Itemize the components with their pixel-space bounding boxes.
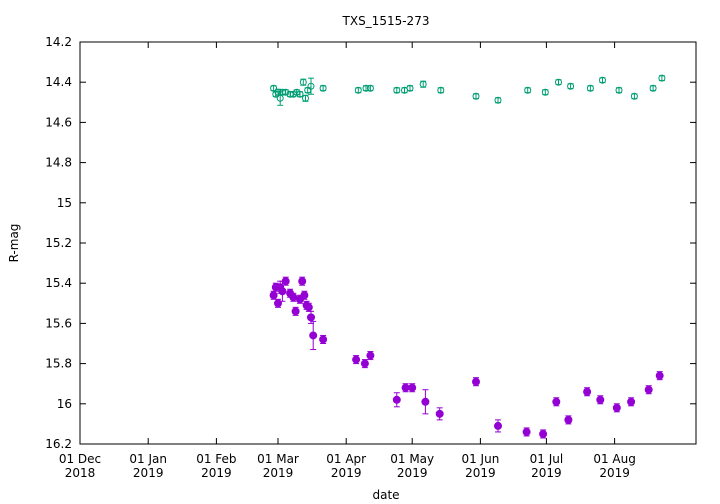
data-point [472,92,480,100]
data-point [408,383,417,392]
data-point [437,86,445,94]
axes: 14.2 14.4 14.6 14.8 15 15.2 15.4 15.6 15.8 16 16.2… [45,35,696,480]
x-tick-label-year: 2019 [331,466,362,480]
x-tick-label-year: 2019 [201,466,232,480]
data-point [289,293,298,302]
data-point [612,403,621,412]
x-tick-label-year: 2019 [599,466,630,480]
data-point [630,92,638,100]
data-point [564,415,573,424]
y-tick-label: 15.4 [45,276,72,290]
data-point [304,303,313,312]
data-point [649,84,657,92]
y-tick-label: 15.8 [45,357,72,371]
data-point [298,277,307,286]
data-point [362,84,370,92]
data-point [522,427,531,436]
y-tick-label: 14.4 [45,75,72,89]
data-point [435,409,444,418]
series-reference-star [270,74,666,106]
x-tick-label: 01 Mar [257,452,299,466]
data-point [524,86,532,94]
data-point [352,355,361,364]
data-point [300,291,309,300]
data-point [276,94,284,102]
data-point [307,313,315,322]
x-tick-label-year: 2019 [133,466,164,480]
data-point [555,78,562,86]
data-point [494,421,502,430]
x-axis-label: date [372,488,399,502]
data-point [599,76,606,84]
data-point [269,291,278,300]
data-point [421,397,430,406]
y-tick-label: 14.8 [45,156,72,170]
y-tick-label: 14.6 [45,115,72,129]
data-point [291,307,300,316]
data-point [583,387,592,396]
chart-title: TXS_1515-273 [342,14,430,28]
y-tick-label: 15.6 [45,316,72,330]
data-point [274,88,282,96]
data-point [270,84,278,92]
y-axis-label: R-mag [7,224,21,263]
data-point [658,74,666,82]
x-tick-label-year: 2019 [263,466,294,480]
x-tick-label: 01 Jun [461,452,499,466]
data-point [272,90,280,98]
x-tick-label: 01 Apr [326,452,366,466]
x-tick-label: 01 Jan [129,452,167,466]
data-point [299,78,307,86]
data-point [567,82,575,90]
data-point [472,377,480,386]
data-point [393,86,401,94]
data-point [366,351,375,360]
data-points [269,74,666,439]
data-point [360,359,369,368]
x-tick-label: 01 Feb [196,452,236,466]
data-point [596,395,605,404]
x-tick-label-year: 2018 [65,466,96,480]
data-point [539,429,548,438]
x-tick-label: 01 Jul [530,452,564,466]
data-point [296,90,304,98]
data-point [354,86,362,94]
data-point [392,395,401,404]
data-point [366,84,374,92]
data-point [319,335,328,344]
plot-frame [79,41,697,445]
x-tick-label: 01 Aug [593,452,636,466]
data-point [319,84,327,92]
y-tick-label: 14.2 [45,35,72,49]
y-tick-label: 15.2 [45,236,72,250]
x-tick-label: 01 May [390,452,434,466]
x-tick-label: 01 Dec [59,452,101,466]
data-point [655,371,664,380]
data-point [552,397,561,406]
data-point [541,88,549,96]
y-tick-label: 15 [57,196,72,210]
data-point [644,385,653,394]
data-point [419,80,427,88]
data-point [281,277,290,286]
data-point [627,397,636,406]
series-txs-1515-273 [269,276,664,439]
x-tick-label-year: 2019 [465,466,496,480]
data-point [406,84,414,92]
data-point [307,82,315,90]
x-tick-label-year: 2019 [531,466,562,480]
data-point [309,331,318,340]
x-tick-label-year: 2019 [397,466,428,480]
data-point [494,96,502,104]
data-point [586,84,594,92]
data-point [401,383,410,392]
y-tick-label: 16 [57,397,72,411]
data-point [278,287,287,296]
data-point [615,86,623,94]
data-point [302,94,309,102]
y-tick-label: 16.2 [45,437,72,451]
